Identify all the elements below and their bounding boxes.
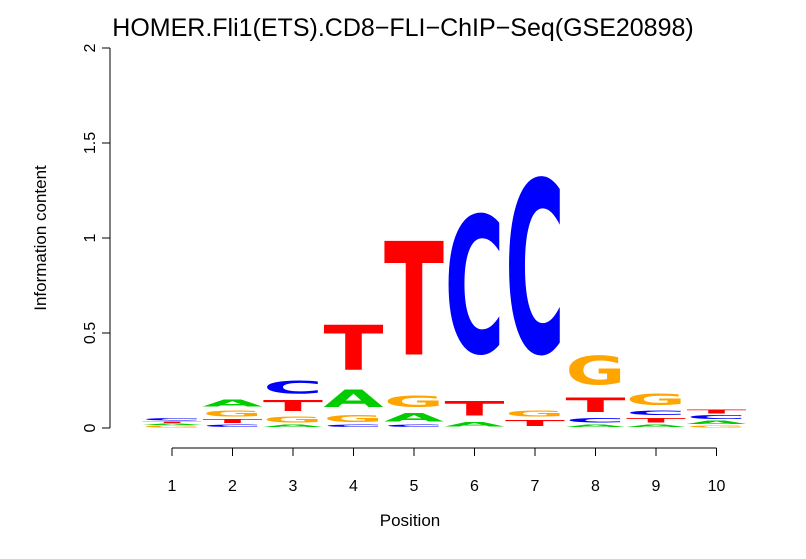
position-7-stack: TGC bbox=[505, 131, 566, 428]
letter-A: A bbox=[626, 424, 687, 428]
letter-G: G bbox=[203, 409, 263, 418]
x-axis: 1 2 3 4 5 6 7 8 9 10 bbox=[168, 447, 726, 495]
letter-A: A bbox=[263, 424, 324, 428]
letter-G: G bbox=[324, 413, 384, 424]
letter-T: T bbox=[445, 398, 506, 421]
letter-C: C bbox=[687, 415, 747, 421]
letter-A: A bbox=[142, 423, 203, 425]
x-tick-label: 3 bbox=[289, 478, 298, 495]
letter-T: T bbox=[384, 210, 444, 391]
letter-C: C bbox=[505, 131, 565, 408]
letter-G: G bbox=[687, 425, 747, 428]
letter-G: G bbox=[142, 425, 202, 428]
x-tick-label: 1 bbox=[168, 478, 177, 495]
letter-A: A bbox=[324, 384, 385, 412]
letter-T: T bbox=[203, 418, 264, 424]
letter-G: G bbox=[566, 349, 626, 394]
y-tick-label: 0 bbox=[82, 423, 99, 432]
letter-C: C bbox=[203, 424, 263, 428]
x-tick-label: 7 bbox=[531, 478, 540, 495]
letter-T: T bbox=[566, 394, 627, 417]
x-tick-label: 5 bbox=[410, 478, 419, 495]
letter-T: T bbox=[142, 421, 203, 423]
y-tick-label: 2 bbox=[82, 43, 99, 52]
letter-G: G bbox=[263, 415, 323, 424]
x-tick-label: 9 bbox=[652, 478, 661, 495]
y-tick-label: 0.5 bbox=[82, 322, 99, 344]
x-tick-label: 4 bbox=[349, 478, 358, 495]
x-tick-label: 10 bbox=[708, 478, 726, 495]
letter-C: C bbox=[445, 179, 505, 398]
chart-title: HOMER.Fli1(ETS).CD8−FLI−ChIP−Seq(GSE2089… bbox=[112, 14, 693, 42]
y-axis: 0 0.5 1 1.5 2 bbox=[82, 43, 111, 432]
letter-A: A bbox=[566, 424, 627, 428]
y-axis-label: Information content bbox=[31, 165, 50, 311]
letter-T: T bbox=[687, 409, 748, 415]
x-tick-label: 2 bbox=[228, 478, 237, 495]
y-tick-label: 1.5 bbox=[82, 132, 99, 154]
letter-C: C bbox=[626, 409, 686, 417]
x-tick-label: 6 bbox=[470, 478, 479, 495]
letter-G: G bbox=[626, 390, 686, 409]
position-6-stack: ATC bbox=[445, 179, 506, 428]
x-axis-label: Position bbox=[380, 511, 440, 530]
letter-A: A bbox=[384, 411, 444, 424]
x-tick-label: 8 bbox=[591, 478, 600, 495]
letter-G: G bbox=[505, 409, 565, 418]
letter-G: G bbox=[384, 392, 444, 411]
letter-T: T bbox=[324, 312, 384, 384]
letter-C: C bbox=[384, 424, 444, 428]
letter-T: T bbox=[505, 419, 566, 428]
letter-A: A bbox=[203, 398, 263, 409]
letter-T: T bbox=[263, 398, 323, 415]
letter-A: A bbox=[687, 420, 748, 425]
y-tick-label: 1 bbox=[82, 233, 99, 242]
letter-C: C bbox=[263, 377, 323, 398]
letter-T: T bbox=[626, 417, 687, 425]
letter-C: C bbox=[566, 417, 626, 425]
letter-C: C bbox=[142, 418, 202, 422]
letter-C: C bbox=[324, 424, 384, 428]
letter-A: A bbox=[445, 420, 506, 428]
